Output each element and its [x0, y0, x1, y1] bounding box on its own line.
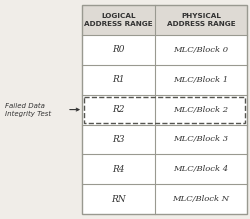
Text: Failed Data
Integrity Test: Failed Data Integrity Test [5, 102, 51, 117]
Text: LOGICAL
ADDRESS RANGE: LOGICAL ADDRESS RANGE [84, 14, 153, 26]
Bar [82, 35, 247, 65]
Bar [82, 5, 247, 35]
Bar [82, 154, 247, 184]
Text: R2: R2 [112, 105, 125, 114]
Bar [84, 97, 245, 122]
Text: MLC/Block N: MLC/Block N [172, 195, 230, 203]
Bar [82, 95, 247, 124]
Bar [82, 184, 247, 214]
Text: MLC/Block 1: MLC/Block 1 [174, 76, 229, 84]
Bar [82, 5, 247, 214]
Bar [82, 124, 247, 154]
Text: RN: RN [111, 195, 126, 204]
Text: R3: R3 [112, 135, 125, 144]
Text: R1: R1 [112, 75, 125, 84]
Text: R0: R0 [112, 45, 125, 54]
Text: MLC/Block 0: MLC/Block 0 [174, 46, 229, 54]
Text: PHYSICAL
ADDRESS RANGE: PHYSICAL ADDRESS RANGE [167, 14, 235, 26]
Bar [82, 65, 247, 95]
Text: R4: R4 [112, 165, 125, 174]
Text: MLC/Block 3: MLC/Block 3 [174, 135, 229, 143]
Text: MLC/Block 2: MLC/Block 2 [174, 106, 229, 114]
FancyArrowPatch shape [70, 108, 79, 111]
Text: MLC/Block 4: MLC/Block 4 [174, 165, 229, 173]
